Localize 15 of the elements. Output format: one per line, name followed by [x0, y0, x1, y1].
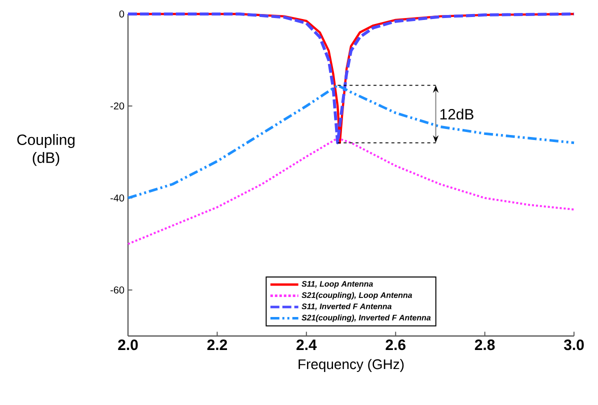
y-tick-label: -20 [110, 102, 124, 110]
x-tick-label: 2.0 [118, 340, 138, 350]
x-tick-label: 2.4 [296, 340, 317, 350]
x-tick-label: 2.6 [386, 340, 406, 350]
x-axis-title: Frequency (GHz) [298, 358, 404, 372]
x-tick-label: 2.8 [474, 340, 495, 350]
line-series [127, 137, 576, 245]
annotation: 12dB [440, 108, 474, 120]
x-tick-label: 2.2 [207, 340, 227, 350]
y-axis-title: Coupling (dB) [17, 134, 75, 166]
y-tick-label: -40 [110, 194, 124, 202]
x-tick-label: 3.0 [564, 340, 584, 350]
y-tick-label: -60 [110, 286, 124, 294]
y-tick-label: 0 [119, 10, 124, 18]
line-series [126, 84, 576, 200]
